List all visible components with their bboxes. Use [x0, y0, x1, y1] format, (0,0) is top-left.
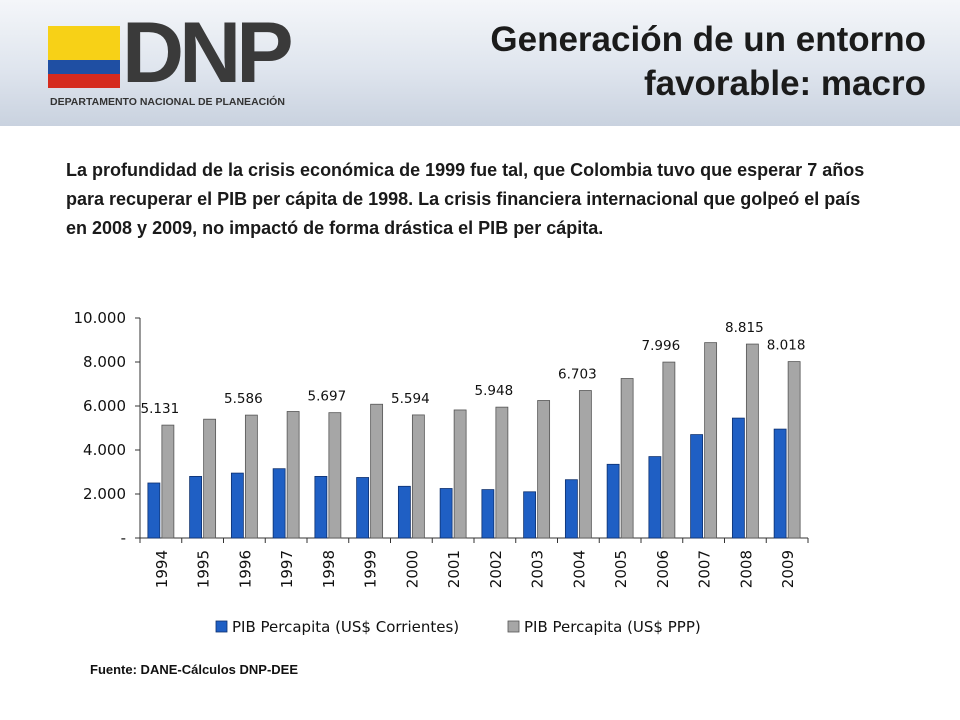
x-tick-label-2006: 2006: [654, 550, 672, 588]
data-label-2008: 8.815: [725, 320, 764, 336]
bar-current-2001: [439, 488, 453, 539]
bar-ppp-2003: [537, 400, 551, 539]
x-tick-label-2003: 2003: [529, 550, 547, 588]
bar-current-1999: [356, 477, 370, 539]
source-note: Fuente: DANE-Cálculos DNP-DEE: [90, 662, 299, 677]
bar-current-2005: [606, 463, 620, 539]
bar-current-1996: [230, 472, 244, 539]
y-tick-label-3: 6.000: [83, 397, 126, 415]
data-label-2004: 6.703: [558, 367, 597, 383]
data-label-1994: 5.131: [141, 401, 180, 417]
bar-current-1998: [314, 475, 328, 539]
bar-current-2009: [773, 428, 787, 539]
bar-ppp-1998: [328, 412, 342, 539]
bar-current-2007: [690, 434, 704, 539]
x-tick-label-1999: 1999: [362, 550, 380, 588]
bar-ppp-2005: [620, 378, 634, 539]
bar-current-1995: [189, 475, 203, 539]
y-tick-label-5: 10.000: [74, 309, 127, 327]
bar-ppp-1999: [370, 403, 384, 539]
bar-current-2003: [523, 491, 537, 539]
bar-current-2008: [731, 417, 745, 539]
bar-ppp-2000: [411, 414, 425, 539]
bar-current-1994: [147, 482, 161, 539]
data-label-1998: 5.697: [308, 389, 347, 405]
x-tick-label-1995: 1995: [195, 550, 213, 588]
x-tick-label-2008: 2008: [737, 550, 755, 588]
bar-ppp-1997: [286, 411, 300, 539]
legend-label-current: PIB Percapita (US$ Corrientes): [232, 618, 459, 636]
x-tick-label-1997: 1997: [278, 550, 296, 588]
legend-swatch-current: [215, 620, 228, 633]
logo-subtitle: DEPARTAMENTO NACIONAL DE PLANEACIÓN: [50, 96, 285, 108]
x-tick-label-1994: 1994: [153, 550, 171, 588]
bar-ppp-1995: [203, 418, 217, 539]
header-banner: DNP DEPARTAMENTO NACIONAL DE PLANEACIÓN …: [0, 0, 960, 126]
slide-title-line-1: Generación de un entorno: [490, 20, 926, 59]
slide-title: Generación de un entorno favorable: macr…: [490, 18, 926, 106]
bar-current-2006: [648, 456, 662, 539]
y-tick-label-4: 8.000: [83, 353, 126, 371]
y-tick-label-1: 2.000: [83, 485, 126, 503]
bar-ppp-1994: [161, 424, 175, 539]
legend-swatch-ppp: [507, 620, 520, 633]
logo-wordmark: DNP: [122, 5, 294, 101]
bar-ppp-2007: [704, 342, 718, 539]
x-tick-label-1998: 1998: [320, 550, 338, 588]
x-tick-label-2002: 2002: [487, 550, 505, 588]
x-tick-label-2004: 2004: [570, 550, 588, 588]
bar-current-2000: [397, 485, 411, 539]
bar-ppp-2008: [745, 343, 759, 539]
bar-current-1997: [272, 468, 286, 539]
slide-title-line-2: favorable: macro: [643, 64, 926, 103]
bar-ppp-2006: [662, 361, 676, 539]
y-tick-label-2: 4.000: [83, 441, 126, 459]
x-tick-label-2005: 2005: [612, 550, 630, 588]
data-label-2000: 5.594: [391, 391, 430, 407]
dnp-logo: DNP DEPARTAMENTO NACIONAL DE PLANEACIÓN: [48, 10, 308, 110]
bar-ppp-2001: [453, 409, 467, 539]
bar-current-2004: [564, 479, 578, 539]
data-label-2009: 8.018: [767, 338, 806, 354]
bar-ppp-2009: [787, 361, 801, 539]
x-tick-label-2001: 2001: [445, 550, 463, 588]
bar-current-2002: [481, 489, 495, 539]
bar-ppp-2004: [578, 390, 592, 539]
bar-ppp-2002: [495, 406, 509, 539]
x-tick-label-2000: 2000: [403, 550, 421, 588]
bar-ppp-1996: [244, 414, 258, 539]
colombia-flag-icon: [48, 26, 120, 88]
x-tick-label-1996: 1996: [236, 550, 254, 588]
x-tick-label-2009: 2009: [779, 550, 797, 588]
x-tick-label-2007: 2007: [696, 550, 714, 588]
data-label-2002: 5.948: [475, 383, 514, 399]
data-label-1996: 5.586: [224, 391, 263, 407]
data-label-2006: 7.996: [642, 338, 681, 354]
pib-bar-chart: - 2.000 4.000 6.000 8.000 10.000 1994 1995 1996 1…: [74, 309, 809, 636]
y-tick-label-0: -: [121, 529, 126, 547]
legend-label-ppp: PIB Percapita (US$ PPP): [524, 618, 701, 636]
body-paragraph: La profundidad de la crisis económica de…: [66, 160, 865, 238]
